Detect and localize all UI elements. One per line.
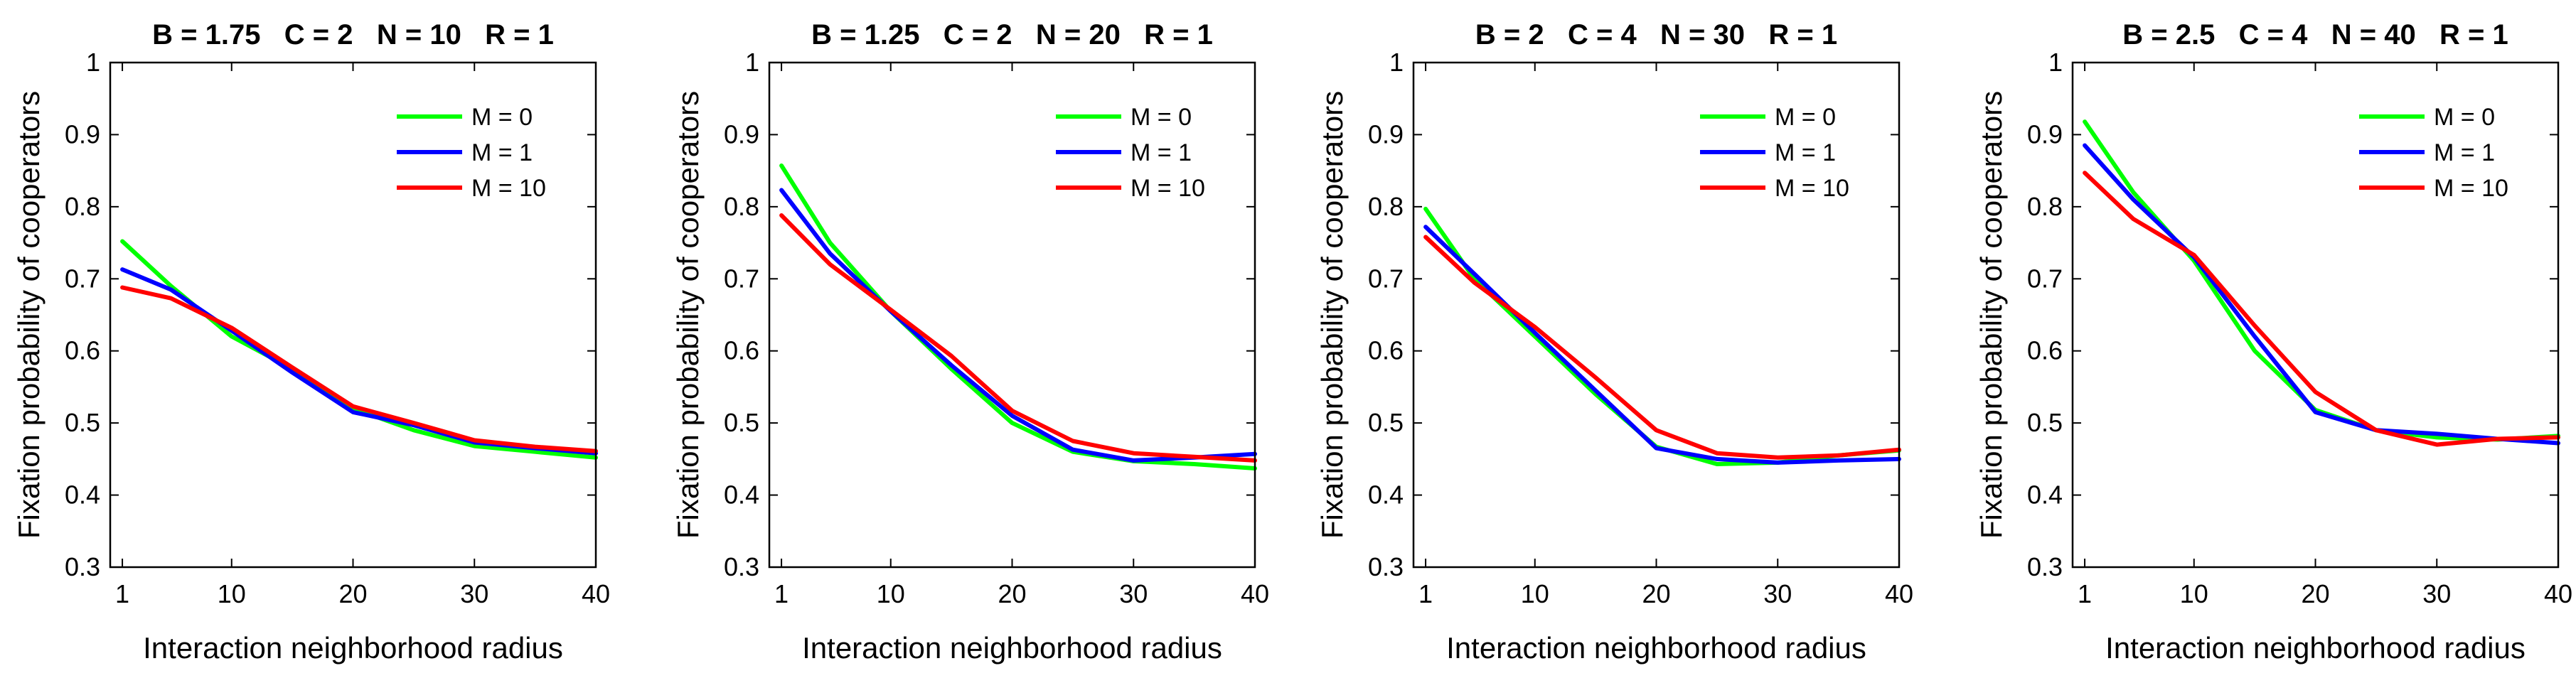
y-tick-label: 0.4 [724,480,759,510]
legend-label: M = 0 [471,104,533,131]
y-tick-label: 0.4 [65,480,100,510]
x-axis-label: Interaction neighborhood radius [143,631,563,665]
x-tick-label: 30 [1763,579,1792,608]
plot-area-frame [2071,61,2560,569]
chart-title: B = 1.25 C = 2 N = 20 R = 1 [811,19,1213,50]
series-line-m-1 [1423,225,1901,465]
y-tick-label: 0.6 [1368,336,1404,365]
x-axis-label: Interaction neighborhood radius [2105,631,2526,665]
y-tick-label: 0.7 [2027,264,2063,293]
y-tick-label: 1 [745,48,759,77]
chart-title: B = 1.75 C = 2 N = 10 R = 1 [152,19,554,50]
chart-panel-1: B = 1.75 C = 2 N = 10 R = 1 0.3 0.4 0.5 0.6 0… [12,19,610,665]
legend-label: M = 1 [1775,139,1836,166]
x-tick-label: 30 [2422,579,2451,608]
x-tick-label: 40 [1241,579,1269,608]
legend-label: M = 0 [1131,104,1192,131]
y-tick-label: 0.8 [1368,192,1404,221]
y-tick-label: 0.9 [2027,119,2063,149]
x-tick-label: 20 [998,579,1026,608]
y-tick-label: 0.9 [65,119,100,149]
series-line-m-10 [779,213,1257,463]
y-tick-label: 0.7 [724,264,759,293]
x-tick-label: 20 [338,579,367,608]
y-tick-label: 0.4 [1368,480,1404,510]
chart-title: B = 2.5 C = 4 N = 40 R = 1 [2122,19,2508,50]
series-line-m-0 [1423,206,1901,466]
y-tick-label: 0.9 [1368,119,1404,149]
y-tick-label: 0.6 [724,336,759,365]
series-line-m-0 [120,239,598,460]
legend-label: M = 10 [1775,175,1849,202]
x-tick-label: 1 [774,579,789,608]
y-axis-label: Fixation probability of cooperators [1315,91,1349,539]
legend-label: M = 1 [471,139,533,166]
x-axis-label: Interaction neighborhood radius [1446,631,1866,665]
y-tick-label: 0.3 [724,552,759,581]
series-line-m-0 [2083,119,2560,442]
x-tick-label: 40 [582,579,610,608]
series-line-m-1 [2083,143,2560,446]
series-line-m-1 [120,267,598,456]
x-axis-label: Interaction neighborhood radius [802,631,1222,665]
x-tick-label: 10 [877,579,905,608]
x-tick-label: 10 [218,579,246,608]
y-tick-label: 0.8 [724,192,759,221]
series-line-m-10 [120,285,598,453]
legend-label: M = 10 [2434,175,2508,202]
y-tick-label: 0.8 [2027,192,2063,221]
plot-area-frame [1412,61,1901,569]
y-axis-label: Fixation probability of cooperators [12,91,46,539]
x-tick-label: 1 [115,579,129,608]
legend-label: M = 1 [1131,139,1192,166]
series-line-m-0 [779,163,1257,470]
y-tick-label: 0.3 [65,552,100,581]
legend-label: M = 10 [471,175,546,202]
y-tick-label: 0.7 [65,264,100,293]
y-tick-label: 0.5 [724,408,759,437]
y-tick-label: 0.3 [1368,552,1404,581]
y-tick-label: 0.4 [2027,480,2063,510]
legend-label: M = 0 [1775,104,1836,131]
y-tick-label: 0.8 [65,192,100,221]
series-line-m-10 [2083,171,2560,447]
y-tick-label: 0.9 [724,119,759,149]
y-tick-label: 1 [2048,48,2063,77]
y-tick-label: 0.5 [1368,408,1404,437]
x-tick-label: 40 [2544,579,2572,608]
legend-label: M = 1 [2434,139,2495,166]
x-tick-label: 20 [1642,579,1670,608]
y-tick-label: 1 [1389,48,1404,77]
y-tick-label: 0.5 [2027,408,2063,437]
legend-label: M = 10 [1131,175,1205,202]
x-tick-label: 1 [2078,579,2092,608]
chart-panel-3: B = 2 C = 4 N = 30 R = 1 0.3 0.4 0.5 0.6 0.7 0… [1315,19,1913,665]
y-tick-label: 0.3 [2027,552,2063,581]
y-tick-label: 0.5 [65,408,100,437]
y-tick-label: 0.6 [65,336,100,365]
y-tick-label: 0.7 [1368,264,1404,293]
x-tick-label: 30 [460,579,488,608]
x-tick-label: 40 [1885,579,1913,608]
x-tick-label: 20 [2301,579,2329,608]
x-tick-label: 30 [1119,579,1148,608]
y-axis-label: Fixation probability of cooperators [671,91,705,539]
legend-label: M = 0 [2434,104,2495,131]
series-line-m-1 [779,188,1257,463]
chart-title: B = 2 C = 4 N = 30 R = 1 [1475,19,1837,50]
y-tick-label: 1 [86,48,100,77]
chart-panel-4: B = 2.5 C = 4 N = 40 R = 1 0.3 0.4 0.5 0.6 0.… [1974,19,2572,665]
chart-panel-2: B = 1.25 C = 2 N = 20 R = 1 0.3 0.4 0.5 0.6 0… [671,19,1269,665]
y-tick-label: 0.6 [2027,336,2063,365]
x-tick-label: 10 [1521,579,1549,608]
y-axis-label: Fixation probability of cooperators [1974,91,2008,539]
x-tick-label: 10 [2180,579,2208,608]
series-line-m-10 [1423,235,1901,460]
plot-area-frame [768,61,1256,569]
x-tick-label: 1 [1418,579,1433,608]
plot-area-frame [109,61,597,569]
